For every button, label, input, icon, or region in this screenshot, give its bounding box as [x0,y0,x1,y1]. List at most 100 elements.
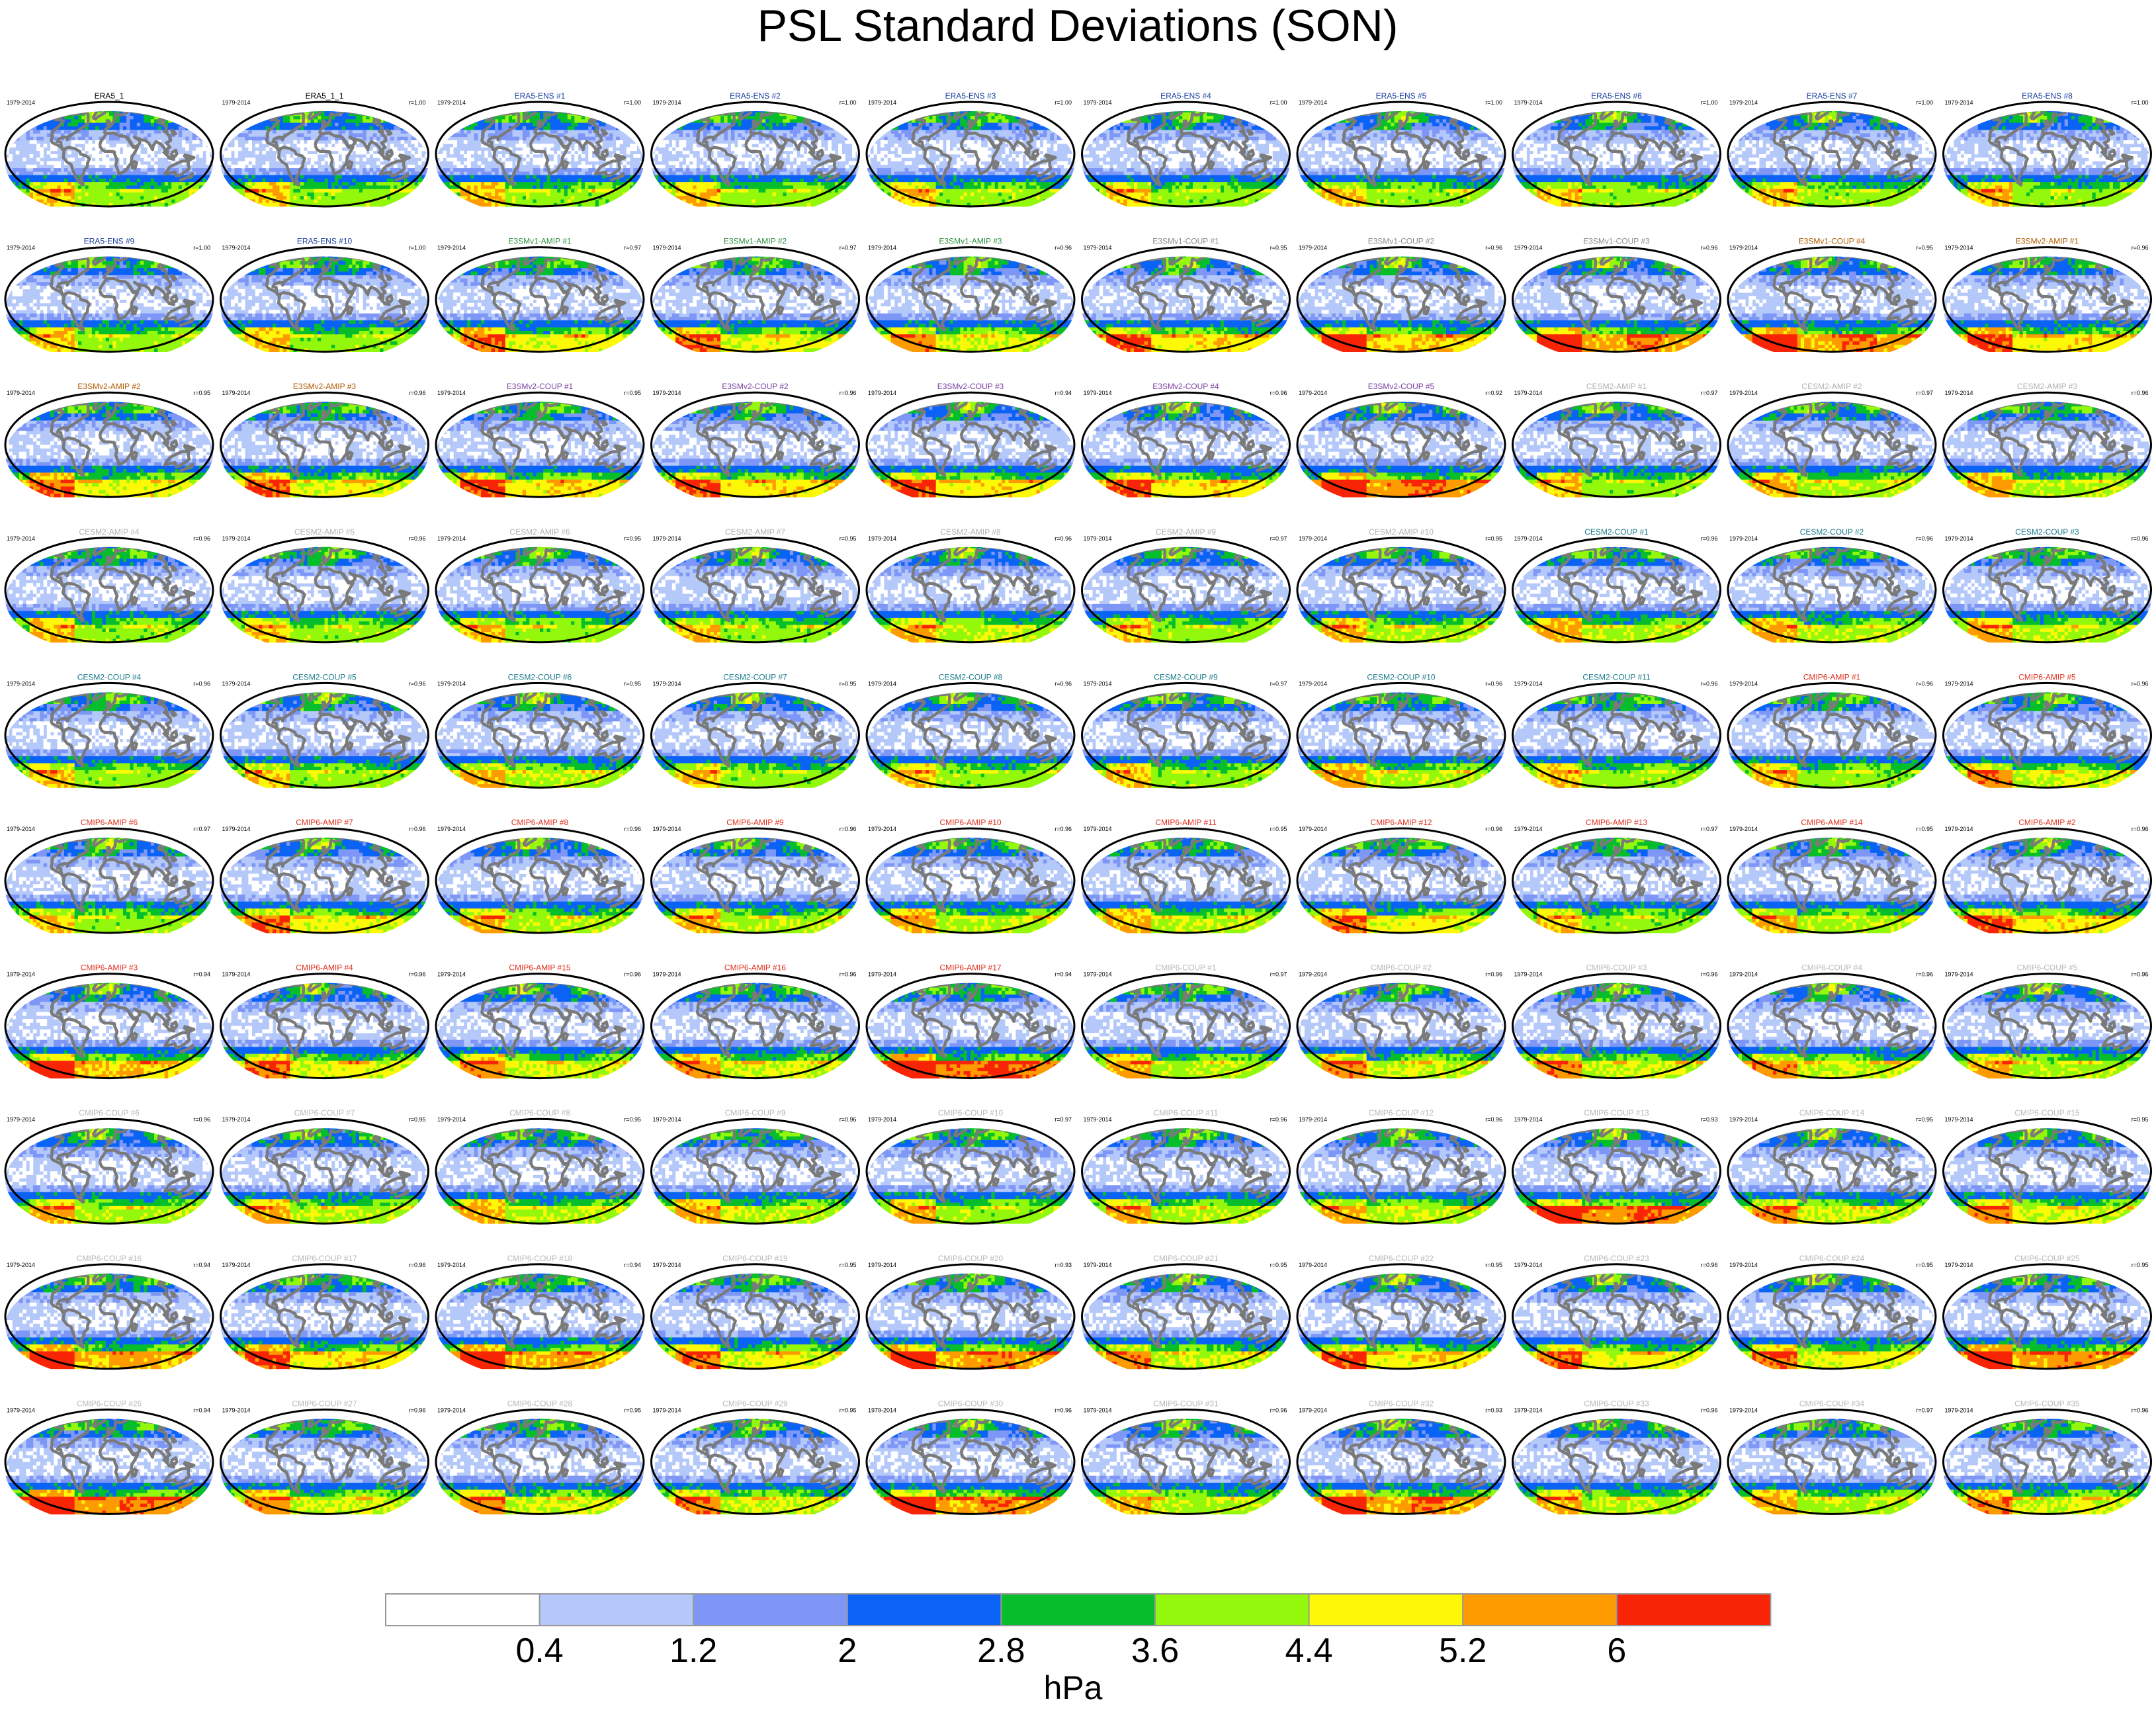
std-cell [658,193,662,197]
std-cell [1123,112,1134,116]
coastline [563,161,568,168]
std-cell [1471,196,1502,200]
std-cell [1641,119,1651,123]
std-cell [1297,199,1301,203]
std-cell [1148,123,1152,127]
std-cell [797,171,800,175]
std-cell [537,175,547,179]
std-cell [867,189,874,193]
std-cell [1401,109,1408,113]
std-cell [1526,144,1530,148]
std-cell [1894,102,1905,106]
std-cell [550,193,564,197]
std-cell [626,119,630,123]
std-cell [1884,112,1888,116]
std-cell [1429,189,1433,193]
std-cell [283,116,290,120]
std-cell [523,154,527,158]
std-cell [964,193,968,197]
std-cell [75,185,79,189]
std-cell [1015,157,1023,161]
std-cell [652,126,656,130]
std-cell [120,119,127,123]
std-cell [1346,154,1353,158]
std-cell [1467,105,1494,109]
std-cell [540,179,547,183]
std-cell [1176,193,1180,197]
std-cell [1651,189,1655,193]
std-cell [529,105,543,109]
std-cell [1189,182,1193,186]
std-cell [810,119,821,123]
std-cell [658,182,662,186]
std-cell [356,116,363,120]
std-cell [492,182,499,186]
std-cell [1231,185,1238,189]
std-cell [683,119,690,123]
std-cell [404,179,408,183]
std-cell [436,203,440,207]
std-cell [1154,185,1162,189]
std-cell [1710,126,1721,130]
std-cell [474,105,485,109]
std-cell [1655,133,1662,137]
std-cell [881,161,888,165]
std-cell [338,179,352,183]
std-cell [304,196,308,200]
std-cell [1106,126,1110,130]
std-cell [273,193,283,197]
std-cell [1398,105,1416,109]
std-cell [1675,182,1679,186]
std-cell [1255,109,1259,113]
std-cell [1117,140,1121,144]
std-cell [1811,105,1819,109]
std-cell [199,109,203,113]
std-cell [873,116,887,120]
std-cell [12,203,16,207]
std-cell [376,168,380,172]
std-cell [877,171,891,175]
coastline [1676,157,1681,159]
std-cell [1710,123,1721,127]
std-cell [964,179,971,183]
std-cell [588,151,592,155]
std-cell [693,130,697,134]
std-cell [1658,112,1662,116]
std-cell [776,123,780,127]
std-cell [652,171,656,175]
std-cell [325,179,329,183]
std-cell [1148,140,1152,144]
std-cell [783,123,787,127]
std-cell [1328,179,1360,183]
std-cell [1739,161,1746,165]
std-cell [1009,157,1013,161]
std-cell [112,109,116,113]
std-cell [1537,182,1569,186]
std-cell [1387,140,1391,144]
std-cell [998,182,1012,186]
std-cell [248,179,252,183]
std-cell [1707,105,1711,109]
std-cell [492,102,499,106]
std-cell [1213,189,1217,193]
std-cell [363,130,367,134]
std-cell [1089,116,1096,120]
std-cell [1120,157,1124,161]
std-cell [109,154,130,158]
std-cell [1224,161,1228,165]
std-cell [61,193,65,197]
std-cell [818,116,822,120]
std-cell [366,154,370,158]
std-cell [123,126,127,130]
std-cell [1547,196,1551,200]
std-cell [161,189,169,193]
std-cell [1561,112,1572,116]
std-cell [1561,203,1572,207]
std-cell [1596,123,1614,127]
std-cell [769,126,773,130]
std-cell [1002,185,1006,189]
std-cell [1318,126,1322,130]
std-cell [1082,123,1090,127]
std-cell [609,147,613,151]
std-cell [991,116,995,120]
